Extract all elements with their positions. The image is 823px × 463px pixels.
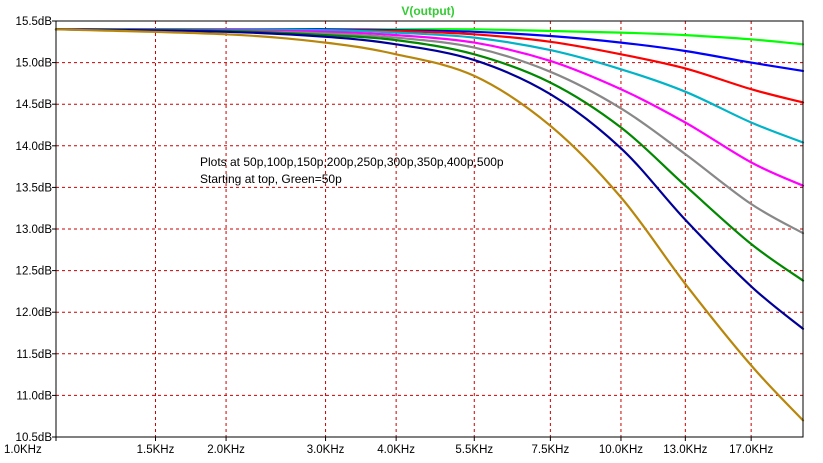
- y-tick-label: 14.0dB: [16, 141, 53, 153]
- x-tick-label: 13.0KHz: [663, 444, 707, 456]
- y-tick-label: 14.5dB: [16, 99, 53, 111]
- series-group: [54, 28, 805, 422]
- x-tick-label: 3.0KHz: [307, 444, 345, 456]
- x-tick-label: 17.0KHz: [729, 444, 773, 456]
- x-tick-label: 10.0KHz: [599, 444, 643, 456]
- x-tick-label: 4.0KHz: [377, 444, 415, 456]
- y-tick-label: 15.5dB: [16, 16, 53, 28]
- y-axis-ticks: 15.5dB 15.0dB 14.5dB 14.0dB 13.5dB 13.0dB 12.5…: [16, 16, 56, 444]
- y-tick-label: 13.5dB: [16, 182, 53, 194]
- y-tick-label: 15.0dB: [16, 58, 53, 70]
- annotation-line-2: Starting at top, Green=50p: [200, 172, 342, 186]
- x-tick-label: 2.0KHz: [207, 444, 245, 456]
- series-line-9: [54, 28, 805, 422]
- grid-lines: [56, 21, 803, 437]
- annotation-line-1: Plots at 50p,100p,150p,200p,250p,300p,35…: [200, 155, 504, 169]
- x-tick-label: 1.0KHz: [4, 444, 42, 456]
- y-tick-label: 13.0dB: [16, 224, 53, 236]
- y-tick-label: 12.5dB: [16, 266, 53, 278]
- x-tick-label: 5.5KHz: [455, 444, 493, 456]
- x-tick-label: 1.5KHz: [137, 444, 175, 456]
- y-tick-label: 10.5dB: [16, 432, 53, 444]
- chart-title: V(output): [401, 4, 454, 18]
- y-tick-label: 11.0dB: [16, 390, 52, 402]
- y-tick-label: 11.5dB: [16, 349, 52, 361]
- x-axis-ticks: 1.0KHz 1.5KHz 2.0KHz 3.0KHz 4.0KHz 5.5KHz 7.5K…: [4, 437, 773, 456]
- series-line-8: [54, 28, 805, 330]
- x-tick-label: 7.5KHz: [532, 444, 570, 456]
- y-tick-label: 12.0dB: [16, 307, 53, 319]
